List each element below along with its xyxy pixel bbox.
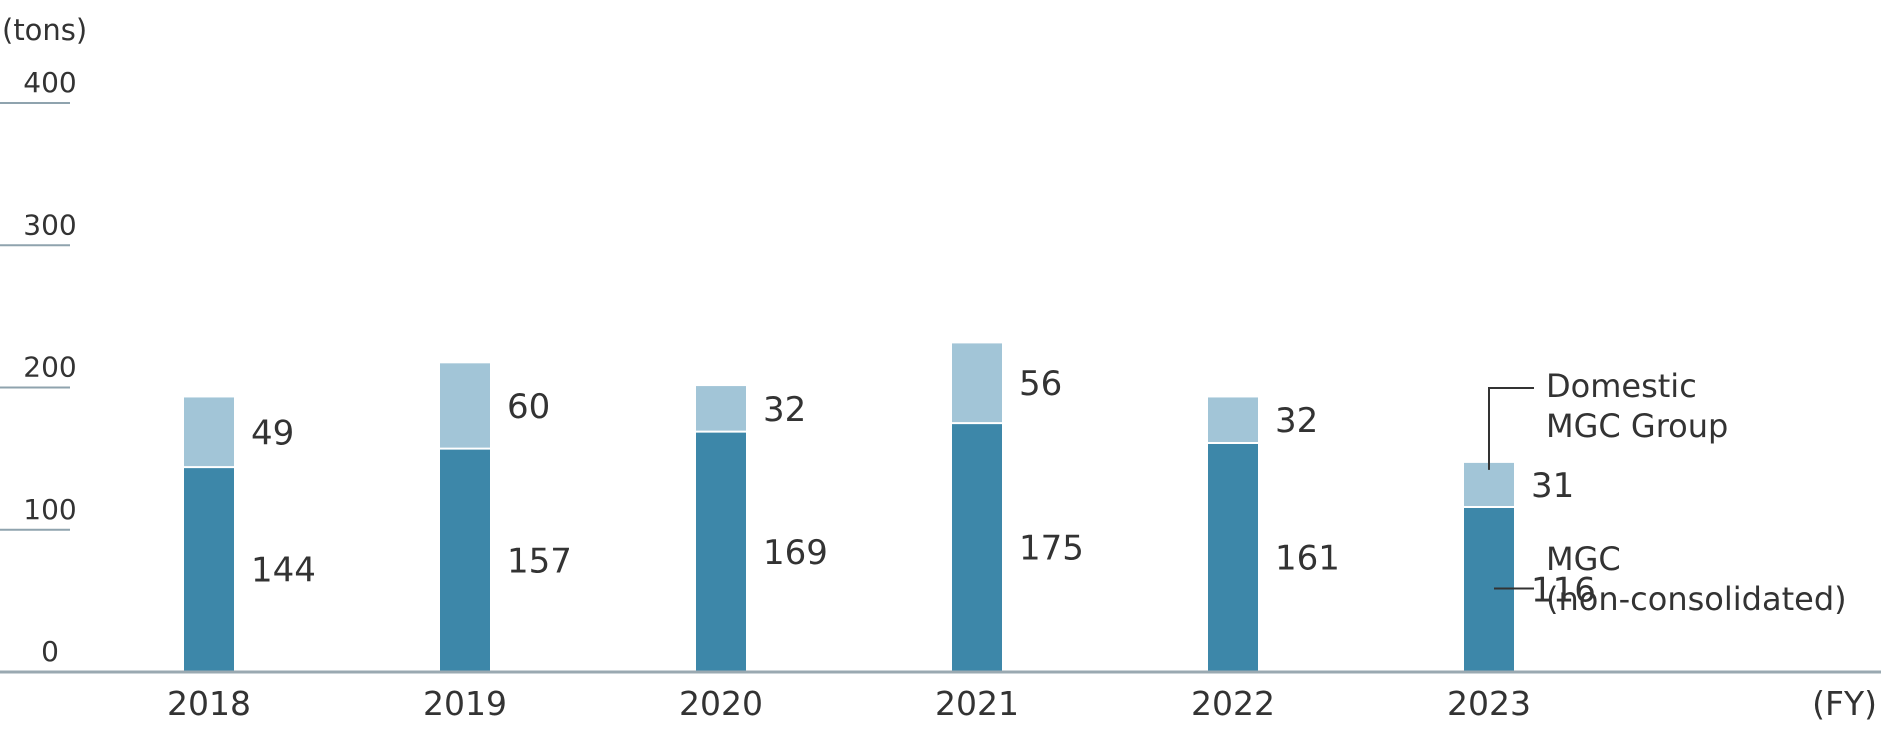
- bar-segment-mgc: [952, 423, 1002, 672]
- bar-segment-mgc: [1208, 442, 1258, 672]
- legend-label-domestic: Domestic MGC Group: [1546, 367, 1728, 445]
- y-tick-label: 100: [23, 493, 76, 526]
- bar-segment-domestic: [952, 343, 1002, 424]
- x-tick-label: 2023: [1447, 684, 1531, 723]
- bar-segment-mgc: [696, 431, 746, 672]
- x-axis-unit-label: (FY): [1812, 684, 1877, 723]
- legend-callouts: Domestic MGC Group MGC (non-consolidated): [1488, 367, 1847, 618]
- bar-segment-mgc: [440, 448, 490, 672]
- y-tick-label: 400: [23, 66, 76, 99]
- x-tick-label: 2021: [935, 684, 1019, 723]
- value-label-mgc: 157: [507, 541, 572, 581]
- bar-segment-domestic: [696, 386, 746, 432]
- value-label-domestic: 32: [1275, 401, 1318, 441]
- value-label-mgc: 116: [1531, 570, 1596, 610]
- value-label-domestic: 56: [1019, 364, 1062, 404]
- y-tick-label: 0: [41, 635, 59, 668]
- x-tick-label: 2019: [423, 684, 507, 723]
- value-label-domestic: 60: [507, 387, 550, 427]
- y-axis-unit-label: (tons): [2, 13, 87, 47]
- x-tick-label: 2022: [1191, 684, 1275, 723]
- x-axis-labels: 2018 2019 2020 2021 2022 2023: [167, 684, 1531, 723]
- value-label-mgc: 169: [763, 533, 828, 573]
- bars-group: [184, 343, 1514, 672]
- legend-label-mgc: MGC (non-consolidated): [1546, 540, 1847, 618]
- y-axis-ticks: 0 100 200 300 400: [0, 66, 77, 668]
- value-label-domestic: 32: [763, 390, 806, 430]
- y-tick-label: 300: [23, 208, 76, 241]
- bar-segment-domestic: [1464, 462, 1514, 507]
- bar-segment-domestic: [184, 397, 234, 468]
- x-tick-label: 2018: [167, 684, 251, 723]
- value-label-mgc: 175: [1019, 529, 1084, 569]
- bar-segment-mgc: [184, 467, 234, 672]
- value-label-mgc: 161: [1275, 538, 1340, 578]
- value-label-domestic: 49: [251, 413, 294, 453]
- y-tick-label: 200: [23, 351, 76, 384]
- bar-segment-domestic: [440, 363, 490, 449]
- value-labels-group: 144 49 157 60 169 32 175 56 161 32 116 31: [251, 364, 1596, 610]
- value-label-domestic: 31: [1531, 466, 1574, 506]
- x-tick-label: 2020: [679, 684, 763, 723]
- bar-segment-domestic: [1208, 397, 1258, 443]
- legend-leader-domestic: [1488, 387, 1534, 470]
- value-label-mgc: 144: [251, 551, 316, 591]
